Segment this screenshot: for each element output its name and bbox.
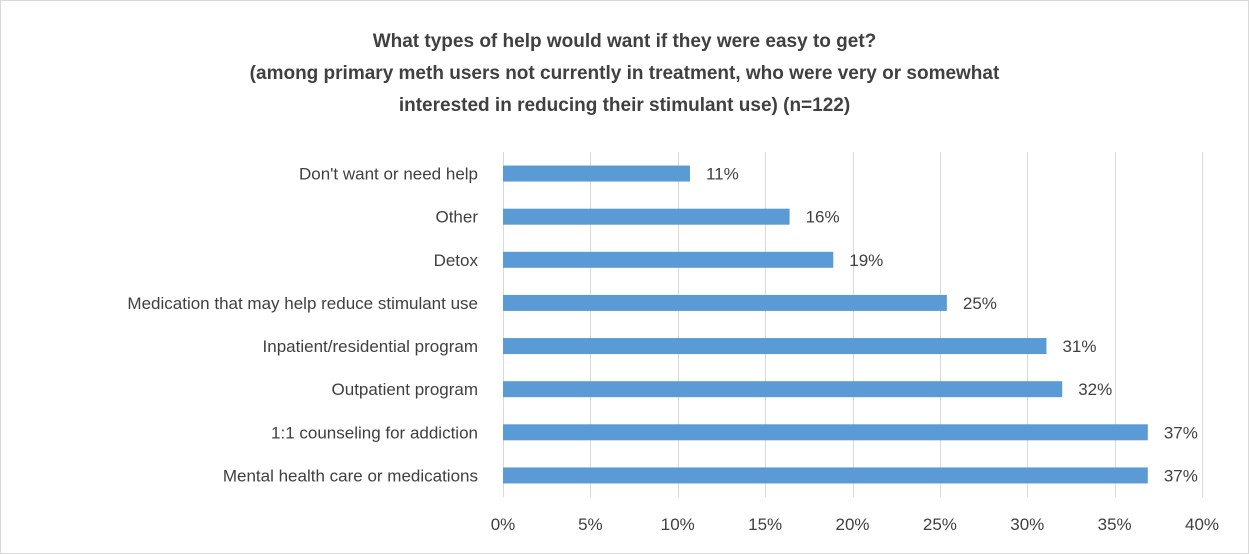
x-axis-tick-labels: 0% 5% 10% 15% 20% 25% 30% 35% 40% xyxy=(491,515,1219,534)
chart-title: What types of help would want if they we… xyxy=(0,26,1249,122)
bar xyxy=(503,251,834,268)
x-tick-label: 30% xyxy=(1010,515,1044,534)
category-label: Mental health care or medications xyxy=(223,466,478,485)
bar xyxy=(503,338,1047,355)
data-label: 19% xyxy=(849,251,883,270)
category-labels: Don't want or need help Other Detox Medicat… xyxy=(127,165,478,486)
category-label: Detox xyxy=(434,251,479,270)
category-label: Inpatient/residential program xyxy=(263,337,478,356)
x-tick-label: 15% xyxy=(748,515,782,534)
chart-title-line-2: (among primary meth users not currently … xyxy=(249,63,1000,84)
x-tick-label: 10% xyxy=(661,515,695,534)
category-label: 1:1 counseling for addiction xyxy=(271,423,478,442)
bar xyxy=(503,208,790,225)
chart-title-line-3: interested in reducing their stimulant u… xyxy=(398,95,851,116)
data-labels: 11% 16% 19% 25% 31% 32% 37% 37% xyxy=(706,165,1198,486)
bars xyxy=(503,165,1148,484)
data-label: 31% xyxy=(1062,337,1096,356)
data-label: 25% xyxy=(963,294,997,313)
bar xyxy=(503,294,947,311)
x-tick-label: 20% xyxy=(835,515,869,534)
data-label: 11% xyxy=(706,165,739,184)
bar xyxy=(503,467,1148,484)
x-tick-label: 5% xyxy=(578,515,603,534)
data-label: 37% xyxy=(1164,423,1198,442)
category-label: Medication that may help reduce stimulan… xyxy=(127,294,478,313)
x-tick-label: 0% xyxy=(491,515,516,534)
chart-title-line-1: What types of help would want if they we… xyxy=(372,31,877,52)
gridlines xyxy=(503,152,1203,497)
category-label: Don't want or need help xyxy=(299,165,478,184)
data-label: 37% xyxy=(1164,466,1198,485)
bar xyxy=(503,424,1148,441)
bar xyxy=(503,165,690,182)
data-label: 32% xyxy=(1078,380,1112,399)
category-label: Other xyxy=(435,208,478,227)
x-tick-label: 25% xyxy=(923,515,957,534)
x-tick-label: 40% xyxy=(1185,515,1219,534)
category-label: Outpatient program xyxy=(332,380,478,399)
bar xyxy=(503,381,1063,398)
x-tick-label: 35% xyxy=(1098,515,1132,534)
data-label: 16% xyxy=(806,208,840,227)
